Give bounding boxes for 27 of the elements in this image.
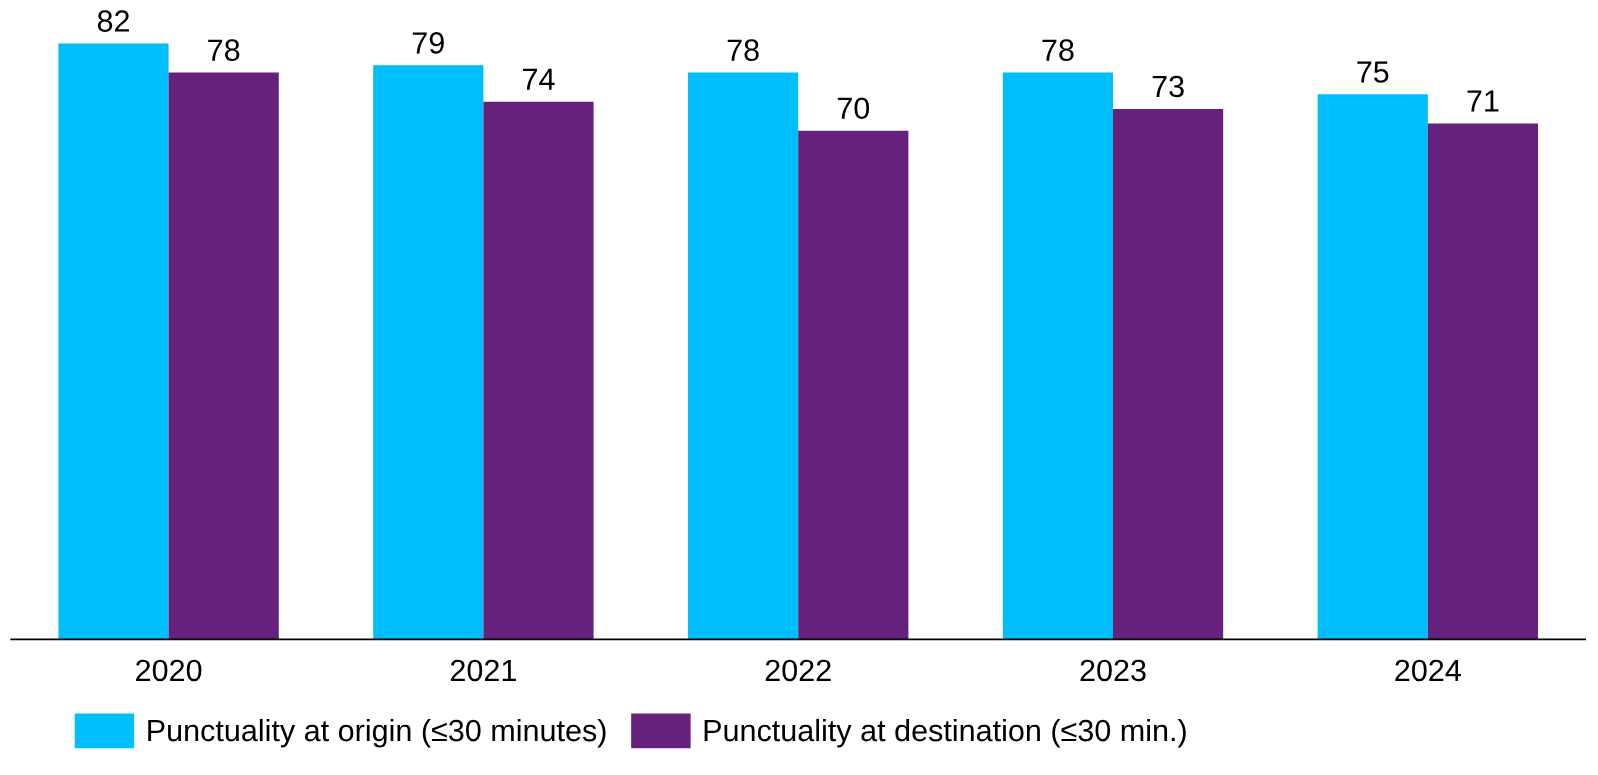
data-label: 71 bbox=[1467, 90, 1499, 112]
data-label: 78 bbox=[727, 39, 759, 61]
data-label: 82 bbox=[97, 10, 129, 32]
bar bbox=[1002, 72, 1114, 640]
data-label: 73 bbox=[1152, 75, 1184, 98]
data-label: 78 bbox=[208, 39, 240, 61]
bar bbox=[1317, 94, 1428, 640]
data-label: 70 bbox=[837, 97, 870, 120]
bar bbox=[483, 101, 594, 640]
bar bbox=[373, 65, 484, 640]
x-tick-label: 2022 bbox=[765, 659, 831, 682]
x-tick-label: 2020 bbox=[136, 659, 202, 682]
x-tick-label: 2023 bbox=[1080, 659, 1146, 682]
data-label: 78 bbox=[1042, 39, 1074, 61]
x-tick-label: 2021 bbox=[450, 659, 516, 682]
bar bbox=[688, 72, 799, 640]
x-tick-label: 2024 bbox=[1395, 659, 1461, 682]
bar bbox=[1427, 123, 1538, 640]
legend-label: Punctuality at origin (≤30 minutes) bbox=[148, 718, 606, 748]
data-label: 79 bbox=[412, 32, 444, 54]
legend-label: Punctuality at destination (≤30 min.) bbox=[704, 718, 1186, 748]
bar bbox=[168, 72, 279, 640]
bar bbox=[58, 43, 169, 640]
bar bbox=[798, 130, 909, 640]
bar bbox=[1113, 108, 1224, 640]
data-label: 75 bbox=[1357, 61, 1389, 83]
data-label: 74 bbox=[523, 68, 555, 90]
